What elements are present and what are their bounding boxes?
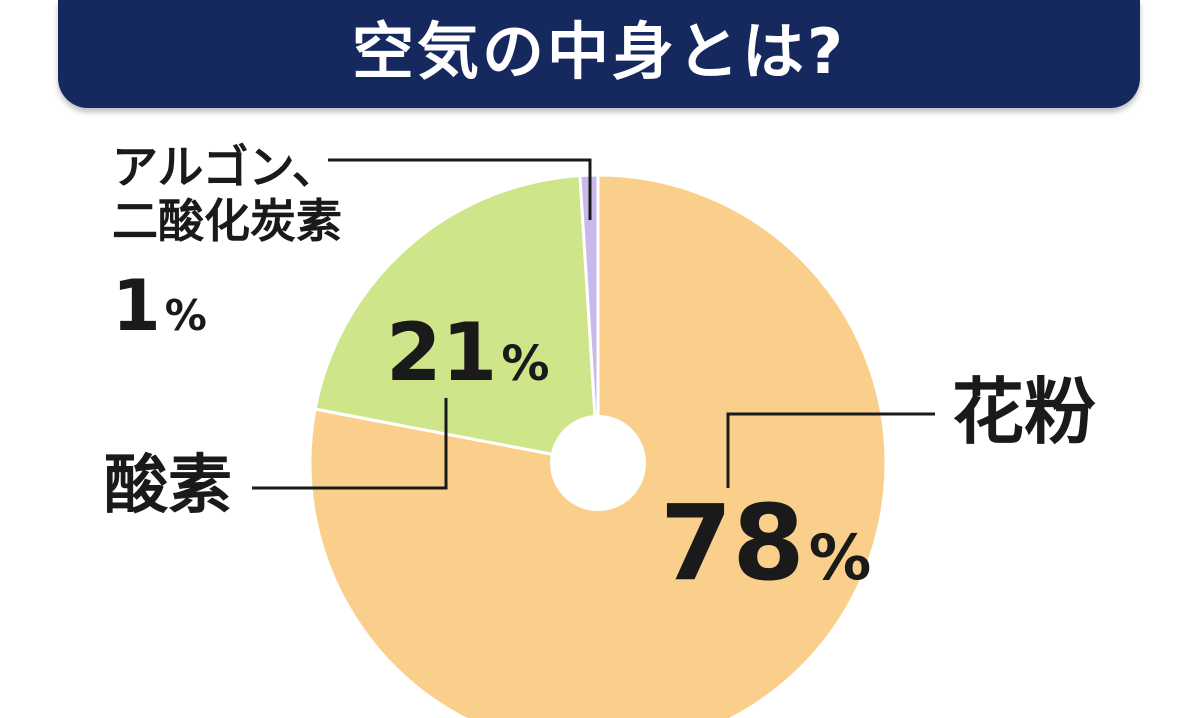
leader-line-oxygen xyxy=(252,398,448,490)
pollen-value: 78 xyxy=(660,482,805,604)
argon-co2-unit: % xyxy=(164,291,207,340)
argon-co2-value: 1 xyxy=(112,265,161,347)
donut-hole xyxy=(550,415,646,511)
leader-line-argon-co2 xyxy=(328,158,592,220)
oxygen-value: 21 xyxy=(386,306,498,399)
oxygen-percent-label: 21% xyxy=(386,310,549,407)
argon-co2-percent-label: 1% xyxy=(112,268,207,354)
leader-line-pollen xyxy=(726,412,935,488)
argon-label-line-2: 二酸化炭素 xyxy=(112,194,342,248)
pie-slice-oxygen xyxy=(313,173,600,465)
argon-label-line-1: アルゴン、 xyxy=(112,140,338,194)
title-banner: 空気の中身とは? xyxy=(58,0,1140,108)
chart-title: 空気の中身とは? xyxy=(352,15,846,88)
pollen-unit: % xyxy=(808,521,872,594)
oxygen-label: 酸素 xyxy=(104,449,232,523)
oxygen-unit: % xyxy=(501,336,550,392)
argon-co2-label: アルゴン、 二酸化炭素 xyxy=(112,140,342,248)
pollen-label: 花粉 xyxy=(952,370,1097,454)
pollen-percent-label: 78% xyxy=(660,488,871,613)
